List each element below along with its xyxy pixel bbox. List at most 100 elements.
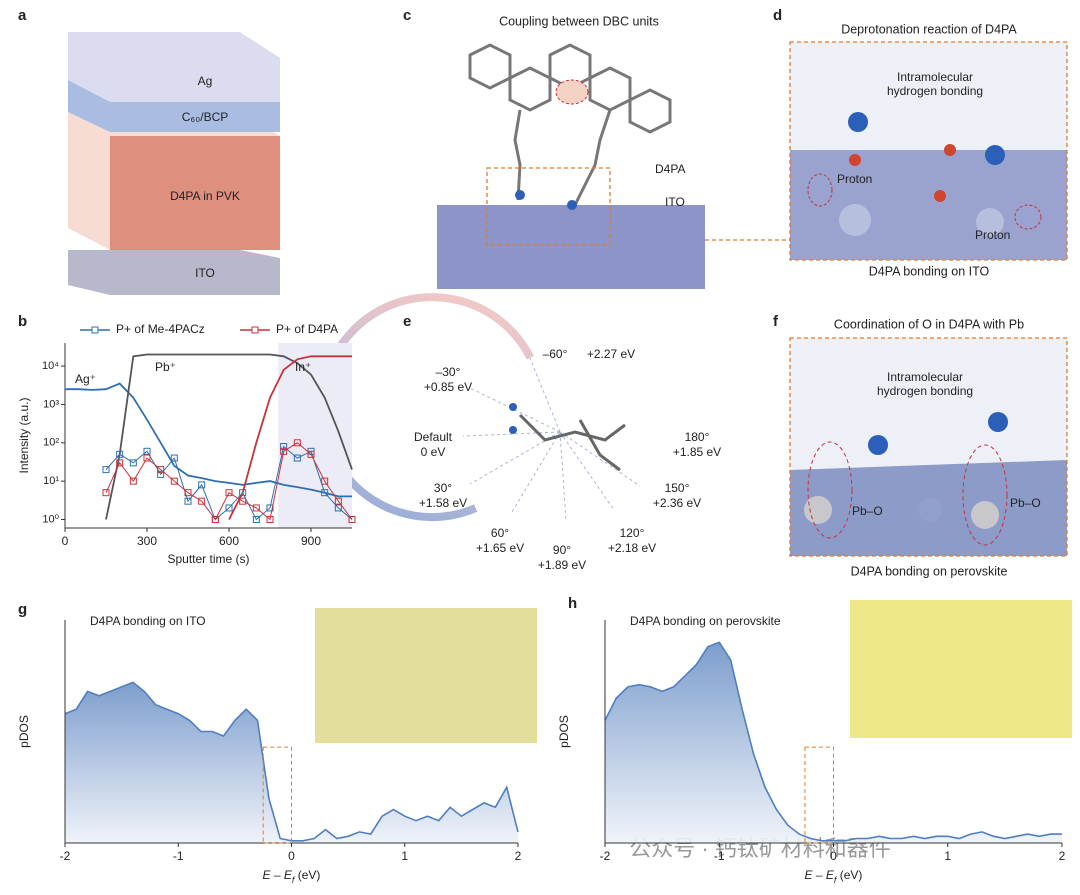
x-tick-label: 0 <box>288 849 295 863</box>
x-axis-label: E – Ef (eV) <box>263 868 321 885</box>
ito-slab <box>790 150 1067 260</box>
marker <box>102 489 110 497</box>
energy: +2.36 eV <box>653 496 701 510</box>
layer-label: D4PA in PVK <box>170 189 240 203</box>
atom <box>509 403 517 411</box>
marker <box>143 454 151 462</box>
profile-line <box>65 382 352 498</box>
energy: 0 eV <box>421 445 446 459</box>
marker <box>211 515 219 523</box>
marker <box>170 477 178 485</box>
marker <box>252 504 260 512</box>
atom <box>849 154 861 166</box>
legend-marker <box>91 326 99 334</box>
label: D4PA <box>655 162 685 176</box>
x-tick-label: 2 <box>515 849 522 863</box>
energy: +0.85 eV <box>424 380 472 394</box>
marker <box>157 470 165 478</box>
x-tick-label: 1 <box>944 849 951 863</box>
layer-ag <box>68 32 280 102</box>
marker <box>252 515 260 523</box>
area-fill <box>605 642 1062 843</box>
marker <box>143 447 151 455</box>
angle: 150° <box>665 481 690 495</box>
y-axis-label: pDOS <box>17 715 31 748</box>
panel-label: c <box>403 7 411 24</box>
x-tick-label: -2 <box>600 849 611 863</box>
chart-title: D4PA bonding on perovskite <box>630 614 781 628</box>
marker <box>266 504 274 512</box>
atom <box>868 435 888 455</box>
note: hydrogen bonding <box>887 84 983 98</box>
atom <box>988 412 1008 432</box>
highlight <box>555 79 589 105</box>
axes: -2 -1 0 1 2 pDOS <box>17 620 522 863</box>
area-fill <box>65 682 518 843</box>
panel-label: b <box>18 313 27 330</box>
x-label-sub: f <box>834 875 838 885</box>
panel-label: g <box>18 601 27 618</box>
atom <box>839 204 871 236</box>
layer-label: Ag <box>198 74 213 88</box>
atom <box>976 208 1004 236</box>
panel-title: Deprotonation reaction of D4PA <box>841 22 1017 36</box>
marker <box>239 489 247 497</box>
marker <box>170 454 178 462</box>
molecule <box>468 43 672 206</box>
marker <box>321 489 329 497</box>
angle: 120° <box>620 526 645 540</box>
x-tick-label: 1 <box>401 849 408 863</box>
marker <box>334 497 342 505</box>
label: Proton <box>975 228 1010 242</box>
marker <box>280 447 288 455</box>
axes: 0 300 600 900 10⁰ 10¹ 10² 10³ 10⁴ Intensity (a.u.… <box>17 343 352 548</box>
ito-slab <box>437 205 705 289</box>
curve-label: Pb⁺ <box>155 360 176 374</box>
label: Proton <box>837 172 872 186</box>
caption: D4PA bonding on ITO <box>869 264 990 278</box>
x-label-unit: (eV) <box>294 868 320 882</box>
angle: 90° <box>553 543 571 557</box>
atom <box>944 144 956 156</box>
panel-c: Coupling between DBC units D4PA ITO <box>437 14 790 289</box>
angle: Default <box>414 430 453 444</box>
angle: –60° <box>543 347 568 361</box>
marker <box>157 466 165 474</box>
marker <box>225 504 233 512</box>
x-label-unit: (eV) <box>836 868 862 882</box>
highlight <box>807 441 853 539</box>
energy: +2.27 eV <box>587 347 635 361</box>
energy: +1.58 eV <box>419 496 467 510</box>
angle: –30° <box>436 365 461 379</box>
y-tick-label: 10² <box>43 437 59 449</box>
marker <box>198 497 206 505</box>
atom <box>918 498 942 522</box>
marker <box>334 504 342 512</box>
panel-title: Coordination of O in D4PA with Pb <box>834 317 1024 331</box>
marker <box>280 443 288 451</box>
marker <box>129 459 137 467</box>
note: hydrogen bonding <box>877 384 973 398</box>
marker <box>321 477 329 485</box>
y-axis-label: Intensity (a.u.) <box>17 397 31 473</box>
panel-f: Coordination of O in D4PA with Pb Intram… <box>789 317 1068 578</box>
panel-d: Deprotonation reaction of D4PA Intramole… <box>789 22 1068 278</box>
note: Intramolecular <box>897 70 973 84</box>
panel-label: a <box>18 7 27 24</box>
caption: D4PA bonding on perovskite <box>851 564 1008 578</box>
x-axis-label: Sputter time (s) <box>167 552 249 566</box>
layer-label: C₆₀/BCP <box>182 110 229 124</box>
marker <box>225 489 233 497</box>
zoom-frame <box>789 41 1068 261</box>
legend-label: P+ of D4PA <box>276 322 338 336</box>
layer-pvk <box>110 136 280 250</box>
energy: +1.65 eV <box>476 541 524 555</box>
legend-marker <box>251 326 259 334</box>
angle: 30° <box>434 481 452 495</box>
panel-label: h <box>568 595 577 612</box>
panel-label: e <box>403 313 411 330</box>
atom <box>515 190 525 200</box>
highlight <box>962 444 1008 546</box>
x-tick-label: 2 <box>1059 849 1066 863</box>
